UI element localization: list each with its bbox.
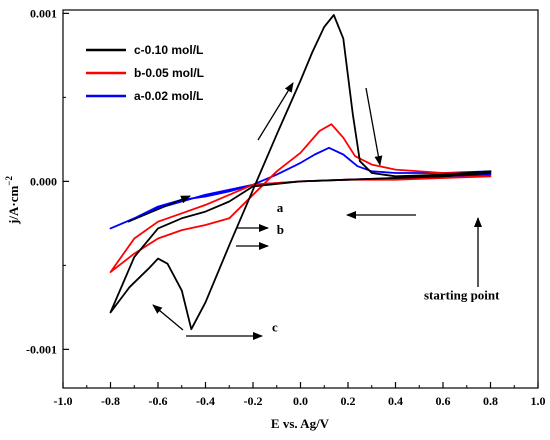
y-axis-title-superscript: −2 <box>4 176 14 186</box>
x-tick-label: -0.6 <box>149 394 168 408</box>
x-tick-label: -0.8 <box>101 394 120 408</box>
svg-text:j/A·cm−2: j/A·cm−2 <box>4 176 21 225</box>
direction-arrows <box>127 82 482 340</box>
x-tick-label: 1.0 <box>531 394 546 408</box>
series-line-1 <box>109 123 492 273</box>
annotation-label: starting point <box>424 288 500 303</box>
x-tick-label: -0.2 <box>244 394 263 408</box>
x-tick-label: -0.4 <box>196 394 215 408</box>
series-line-2 <box>109 146 492 230</box>
y-tick-label: 0.001 <box>30 6 57 20</box>
x-tick-label: 0.4 <box>388 394 403 408</box>
x-tick-label: 0.0 <box>293 394 308 408</box>
annotation-label: a <box>277 200 284 215</box>
series-layer <box>109 14 492 331</box>
x-axis-title: E vs. Ag/V <box>271 416 330 431</box>
x-tick-label: 0.2 <box>341 394 356 408</box>
arrow-forward-sweep-low <box>127 195 191 223</box>
arrow-cathodic-peak <box>152 304 184 331</box>
legend-label-c: c-0.10 mol/L <box>134 43 203 57</box>
y-axis-title: j/A·cm−2 <box>4 176 21 225</box>
y-tick-label: 0.000 <box>30 174 57 188</box>
legend-label-a: a-0.02 mol/L <box>134 89 203 103</box>
y-tick-label: -0.001 <box>26 342 57 356</box>
x-axis-ticks: -1.0 -0.8 -0.6 -0.4 -0.2 0.0 0.2 0.4 0.6 0.8 1.0 <box>54 382 546 408</box>
x-tick-label: 0.8 <box>483 394 498 408</box>
x-tick-label: -1.0 <box>54 394 73 408</box>
annotation-label: c <box>272 320 278 335</box>
series-line-0 <box>109 14 492 331</box>
annotation-label: b <box>277 222 284 237</box>
x-tick-label: 0.6 <box>436 394 451 408</box>
arrow-forward-sweep-rising <box>257 82 294 141</box>
annotations-layer: ab c starting point <box>272 200 500 334</box>
arrow-forward-sweep-falling <box>365 87 383 166</box>
legend-label-b: b-0.05 mol/L <box>134 66 204 80</box>
legend: c-0.10 mol/L b-0.05 mol/L a-0.02 mol/L <box>86 43 204 103</box>
y-axis-title-main: j/A·cm <box>6 186 21 225</box>
y-axis-ticks: 0.001 0.000 -0.001 <box>26 6 69 356</box>
